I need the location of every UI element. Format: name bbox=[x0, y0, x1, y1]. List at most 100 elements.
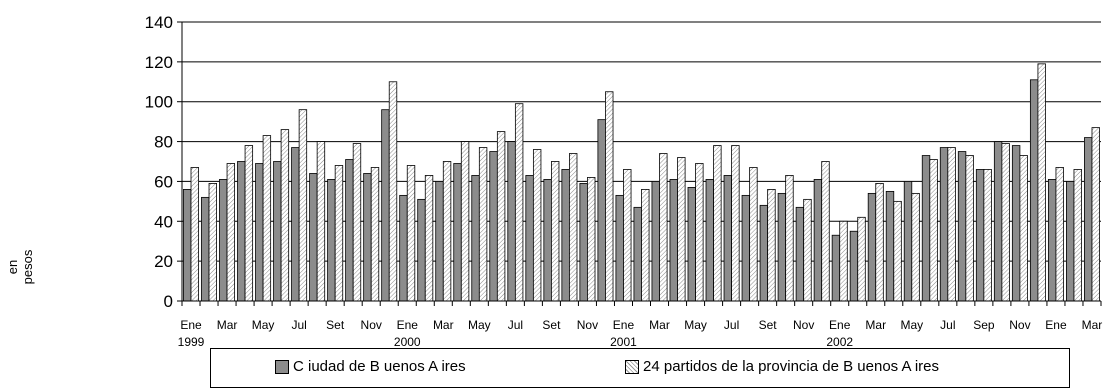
bar-ciudad bbox=[1011, 145, 1021, 302]
legend-swatch-partidos bbox=[625, 359, 639, 374]
legend: C iudad de B uenos A ires 24 partidos de… bbox=[210, 348, 1070, 388]
year-label: 2000 bbox=[394, 335, 421, 349]
bar-ciudad bbox=[777, 192, 787, 302]
bar-ciudad bbox=[417, 198, 426, 302]
bars bbox=[183, 63, 1100, 302]
bar-partidos bbox=[190, 167, 199, 302]
bar-ciudad bbox=[705, 179, 714, 302]
bar-ciudad bbox=[435, 181, 444, 302]
bar-ciudad bbox=[561, 169, 570, 302]
bar-partidos bbox=[208, 183, 217, 302]
x-tick-label: Mar bbox=[649, 318, 670, 332]
year-label: 2002 bbox=[826, 335, 853, 349]
bar-partidos bbox=[983, 169, 992, 302]
legend-label-partidos: 24 partidos de la provincia de B uenos A… bbox=[643, 358, 940, 375]
bar-ciudad bbox=[579, 183, 588, 302]
legend-label-ciudad: C iudad de B uenos A ires bbox=[293, 358, 466, 375]
bar-partidos bbox=[893, 200, 902, 302]
y-tick-label: 140 bbox=[145, 13, 173, 32]
bar-partidos bbox=[785, 175, 794, 302]
bar-partidos bbox=[460, 141, 470, 302]
bar-partidos bbox=[713, 145, 722, 302]
bar-ciudad bbox=[795, 206, 805, 302]
bar-ciudad bbox=[201, 196, 210, 302]
bar-ciudad bbox=[759, 204, 769, 302]
bar-partidos bbox=[911, 192, 920, 302]
bar-partidos bbox=[677, 157, 686, 302]
y-tick-labels: 0 20 40 60 80 100 120 140 bbox=[145, 13, 173, 311]
bar-partidos bbox=[280, 129, 290, 302]
x-tick-label: Ene bbox=[613, 318, 635, 332]
y-tick-label: 60 bbox=[154, 172, 173, 191]
x-tick-label: Mar bbox=[1082, 318, 1103, 332]
bar-ciudad bbox=[669, 179, 678, 302]
bar-partidos bbox=[803, 198, 812, 302]
bar-ciudad bbox=[1029, 79, 1039, 302]
bar-ciudad bbox=[957, 151, 967, 302]
bar-ciudad bbox=[525, 175, 534, 302]
x-tick-label: Ene bbox=[180, 318, 202, 332]
bar-partidos bbox=[478, 147, 488, 302]
x-tick-label: Ene bbox=[829, 318, 851, 332]
bar-ciudad bbox=[507, 141, 516, 302]
bar-partidos bbox=[1055, 167, 1064, 302]
bar-partidos bbox=[226, 163, 236, 302]
bar-ciudad bbox=[615, 194, 624, 302]
bar-partidos bbox=[641, 188, 650, 302]
bar-partidos bbox=[857, 216, 866, 302]
bar-ciudad bbox=[543, 179, 552, 302]
bar-partidos bbox=[442, 161, 452, 302]
x-tick-label: Ene bbox=[1045, 318, 1067, 332]
bar-partidos bbox=[821, 161, 830, 302]
bar-ciudad bbox=[993, 141, 1003, 302]
bar-partidos bbox=[334, 165, 344, 302]
bar-partidos bbox=[298, 109, 308, 302]
bar-partidos bbox=[623, 169, 632, 302]
bar-ciudad bbox=[219, 179, 228, 302]
bar-partidos bbox=[352, 143, 362, 302]
bar-partidos bbox=[388, 81, 398, 302]
bar-partidos bbox=[496, 131, 506, 302]
bar-ciudad bbox=[309, 173, 318, 302]
bar-partidos bbox=[1019, 155, 1028, 302]
x-tick-label: Nov bbox=[577, 318, 598, 332]
bar-ciudad bbox=[327, 179, 336, 302]
x-tick-label: Jul bbox=[508, 318, 523, 332]
year-label: 1999 bbox=[178, 335, 205, 349]
bar-partidos bbox=[406, 165, 416, 302]
bar-partidos bbox=[659, 153, 668, 302]
bar-ciudad bbox=[363, 173, 372, 302]
bar-partidos bbox=[514, 103, 524, 302]
bar-ciudad bbox=[939, 147, 949, 302]
bar-partidos bbox=[731, 145, 740, 302]
bar-ciudad bbox=[453, 163, 462, 302]
bar-ciudad bbox=[345, 159, 354, 302]
bar-partidos bbox=[605, 91, 614, 302]
x-tick-label: May bbox=[684, 318, 707, 332]
bar-ciudad bbox=[1066, 181, 1075, 302]
bar-ciudad bbox=[633, 206, 642, 302]
bar-partidos bbox=[370, 167, 380, 302]
x-tick-label: Set bbox=[326, 318, 345, 332]
bar-partidos bbox=[695, 163, 704, 302]
bar-ciudad bbox=[849, 230, 859, 302]
bar-partidos bbox=[1091, 127, 1100, 302]
bar-ciudad bbox=[291, 147, 300, 302]
bar-partidos bbox=[749, 167, 758, 302]
axes bbox=[181, 22, 1101, 302]
x-tick-label: Jul bbox=[291, 318, 306, 332]
bar-partidos bbox=[875, 183, 884, 302]
y-tick-label: 100 bbox=[145, 93, 173, 112]
bar-partidos bbox=[947, 147, 956, 302]
x-tick-label: Ene bbox=[397, 318, 419, 332]
bar-partidos bbox=[965, 155, 974, 302]
x-tick-label: Nov bbox=[1009, 318, 1030, 332]
bar-partidos bbox=[551, 161, 560, 302]
x-tick-label: Set bbox=[759, 318, 778, 332]
bar-ciudad bbox=[597, 119, 606, 302]
x-tick-label: Set bbox=[542, 318, 561, 332]
x-tick-label: May bbox=[252, 318, 275, 332]
bar-partidos bbox=[587, 177, 596, 302]
x-tick-label: Jul bbox=[940, 318, 955, 332]
y-tick-label: 0 bbox=[164, 292, 173, 311]
